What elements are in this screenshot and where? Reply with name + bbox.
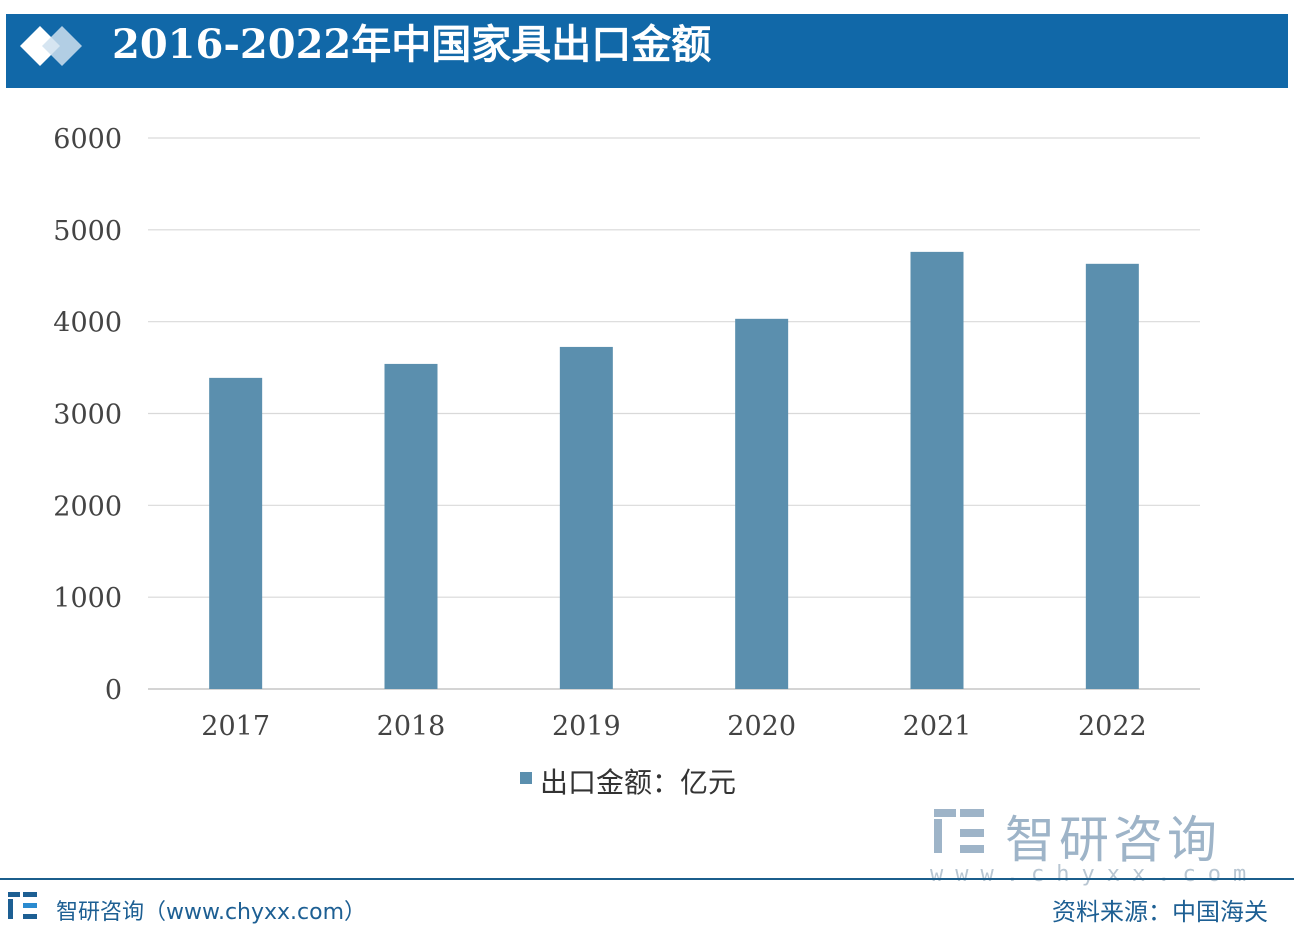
x-tick-label: 2020 xyxy=(727,711,796,742)
brand-logo-icon xyxy=(8,892,37,919)
y-tick-label: 2000 xyxy=(53,491,122,522)
y-tick-label: 0 xyxy=(105,675,122,706)
x-tick-label: 2019 xyxy=(552,711,621,742)
y-tick-label: 6000 xyxy=(53,124,122,155)
watermark-logo-icon xyxy=(934,809,984,853)
y-tick-label: 5000 xyxy=(53,216,122,247)
footer-brand: 智研咨询（www.chyxx.com） xyxy=(56,900,367,925)
y-tick-label: 1000 xyxy=(53,583,122,614)
bar-chart: 0 1000 2000 3000 4000 5000 6000 2017 2018 2019 202… xyxy=(53,124,1200,799)
x-tick-label: 2017 xyxy=(201,711,270,742)
x-tick-label: 2022 xyxy=(1078,711,1147,742)
legend-label: 出口金额：亿元 xyxy=(540,766,736,799)
y-tick-label: 4000 xyxy=(53,308,122,339)
footer-source: 资料来源：中国海关 xyxy=(1052,898,1268,926)
bar-2022 xyxy=(1085,263,1139,689)
bar-2019 xyxy=(559,346,613,689)
x-tick-label: 2021 xyxy=(903,711,972,742)
y-tick-label: 3000 xyxy=(53,400,122,431)
diamond-logo-icon xyxy=(20,26,82,66)
bar-2018 xyxy=(384,363,438,689)
legend-swatch xyxy=(520,772,532,784)
watermark-brand: 智研咨询 xyxy=(1005,811,1221,869)
bar-2017 xyxy=(209,377,263,689)
title-bar xyxy=(6,14,1288,88)
chart-title: 2016-2022年中国家具出口金额 xyxy=(112,21,712,68)
bar-2021 xyxy=(910,251,964,689)
bar-2020 xyxy=(735,318,789,689)
watermark-url: www.chyxx.com xyxy=(930,862,1259,887)
footer-divider xyxy=(0,878,1294,880)
x-tick-label: 2018 xyxy=(377,711,446,742)
